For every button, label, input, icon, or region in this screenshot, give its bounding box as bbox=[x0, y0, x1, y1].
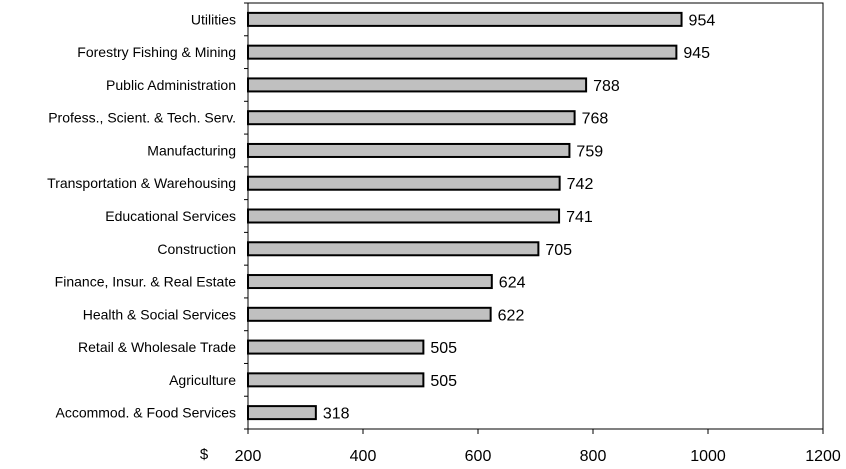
bar bbox=[247, 274, 493, 290]
bar bbox=[247, 306, 492, 322]
value-label: 622 bbox=[498, 307, 525, 324]
category-label: Educational Services bbox=[105, 208, 236, 224]
bar bbox=[247, 110, 576, 126]
bar bbox=[247, 241, 540, 257]
bar bbox=[247, 11, 683, 27]
axes-group bbox=[244, 2, 824, 434]
category-label: Utilities bbox=[191, 11, 236, 27]
bar bbox=[247, 405, 317, 421]
category-label: Accommod. & Food Services bbox=[55, 405, 236, 421]
plot-frame bbox=[247, 2, 824, 430]
category-label: Health & Social Services bbox=[83, 306, 236, 322]
category-label: Profess., Scient. & Tech. Serv. bbox=[48, 110, 236, 126]
category-label: Construction bbox=[157, 241, 236, 257]
value-label: 624 bbox=[499, 275, 526, 292]
x-tick-label: 600 bbox=[465, 448, 492, 465]
value-label: 768 bbox=[582, 111, 609, 128]
category-label: Forestry Fishing & Mining bbox=[77, 44, 236, 60]
category-label: Retail & Wholesale Trade bbox=[78, 339, 236, 355]
bar bbox=[247, 44, 678, 60]
x-axis-label: $ bbox=[200, 446, 209, 463]
bar bbox=[247, 372, 425, 388]
value-label: 759 bbox=[576, 143, 603, 160]
category-label: Agriculture bbox=[169, 372, 236, 388]
x-tick-label: 200 bbox=[235, 448, 262, 465]
category-label: Transportation & Warehousing bbox=[47, 175, 236, 191]
value-label: 788 bbox=[593, 78, 620, 95]
bars-group bbox=[247, 11, 683, 421]
value-label: 705 bbox=[545, 242, 572, 259]
value-label: 945 bbox=[683, 45, 710, 62]
category-label: Finance, Insur. & Real Estate bbox=[55, 274, 237, 290]
x-tick-label: 800 bbox=[580, 448, 607, 465]
bar bbox=[247, 339, 425, 355]
bar bbox=[247, 77, 588, 93]
labels-group: Utilities 954 Forestry Fishing & Mining 945… bbox=[47, 11, 841, 465]
x-tick-label: 1200 bbox=[805, 448, 841, 465]
bar bbox=[247, 142, 571, 158]
value-label: 954 bbox=[689, 12, 716, 29]
x-tick-label: 1000 bbox=[690, 448, 726, 465]
bar bbox=[247, 208, 561, 224]
value-label: 741 bbox=[566, 209, 593, 226]
category-label: Manufacturing bbox=[147, 142, 236, 158]
value-label: 742 bbox=[567, 176, 594, 193]
bar bbox=[247, 175, 561, 191]
value-label: 505 bbox=[430, 373, 457, 390]
value-label: 505 bbox=[430, 340, 457, 357]
category-label: Public Administration bbox=[106, 77, 236, 93]
value-label: 318 bbox=[323, 406, 350, 423]
x-tick-label: 400 bbox=[350, 448, 377, 465]
